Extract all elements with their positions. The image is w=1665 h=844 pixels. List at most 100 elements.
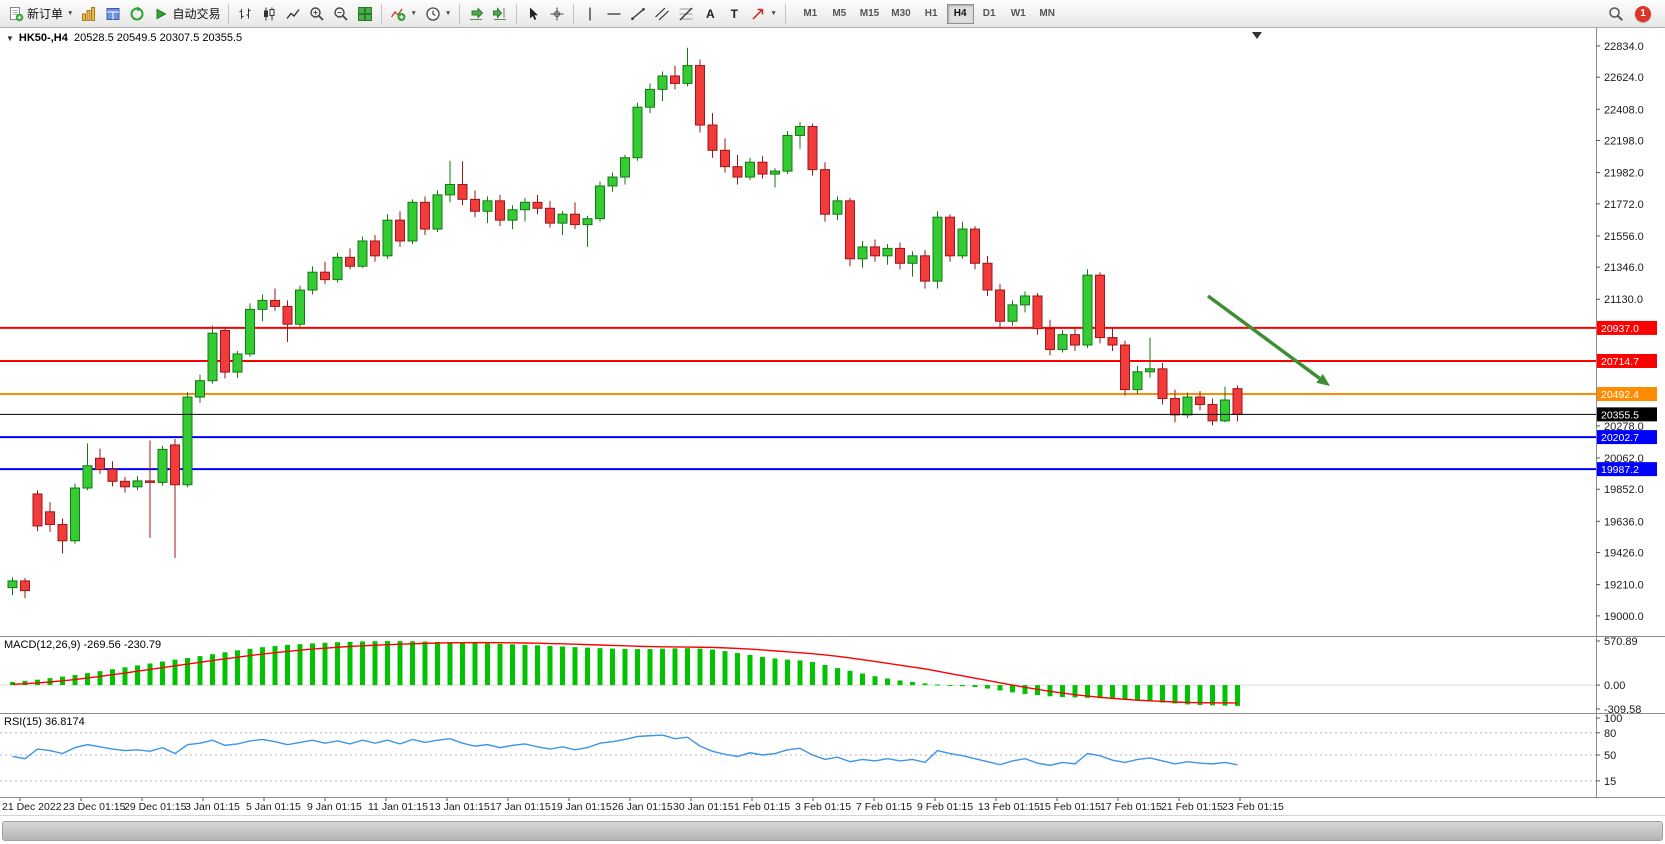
timeframe-m5-button[interactable]: M5 [832, 8, 847, 19]
candle-body [107, 468, 118, 482]
candlestick-type-button[interactable] [257, 2, 281, 26]
chart-profiles-button[interactable] [101, 2, 125, 26]
macd-histogram-bar [772, 658, 778, 686]
macd-histogram-bar [247, 648, 253, 686]
autotrade-button[interactable]: 自动交易 [149, 2, 224, 26]
horizontal-line-tool-button[interactable] [602, 2, 626, 26]
macd-histogram-bar [197, 656, 203, 686]
candle-body [1232, 388, 1243, 415]
zoom-in-button[interactable] [305, 2, 329, 26]
one-click-trading-arrow-icon[interactable]: ▼ [6, 34, 14, 43]
price-level-flag [1597, 407, 1657, 422]
candle-body [845, 200, 855, 260]
vertical-line-tool-button[interactable] [578, 2, 602, 26]
time-axis-label: 13 Feb 01:15 [978, 801, 1040, 813]
line-chart-type-button[interactable] [281, 2, 305, 26]
macd-histogram-bar [897, 680, 903, 686]
macd-histogram-bar [785, 659, 790, 686]
candle-body [857, 246, 868, 260]
rsi-name: RSI(15) [4, 716, 42, 728]
trend-arrow-line[interactable] [1206, 294, 1321, 380]
candle-body [120, 480, 130, 488]
candle-body [232, 353, 243, 373]
candle-body [1107, 337, 1118, 346]
cursor-icon [530, 7, 539, 20]
autoscroll-button[interactable] [464, 2, 488, 26]
timeframe-mn-button[interactable]: MN [1039, 8, 1055, 19]
trendline-tool-button[interactable] [626, 2, 650, 26]
toolbar-separator [784, 3, 786, 24]
time-axis-label: 9 Feb 01:15 [917, 801, 973, 813]
candle-body [532, 201, 543, 209]
new-order-icon [10, 6, 24, 21]
rsi-indicator-label: RSI(15) 36.8174 [4, 716, 85, 728]
macd-histogram-bar [1185, 685, 1190, 705]
macd-histogram-bar [1235, 685, 1240, 706]
label-tool-button[interactable]: T [722, 2, 746, 26]
chart-shift-button[interactable] [488, 2, 512, 26]
macd-histogram-bar [385, 641, 390, 686]
macd-histogram-bar [147, 663, 153, 686]
macd-histogram-bar [110, 669, 115, 686]
macd-histogram-bar [835, 668, 840, 686]
notification-badge[interactable]: 1 [1635, 5, 1651, 22]
candle-body [745, 161, 755, 178]
macd-histogram-bar [1172, 685, 1178, 704]
refresh-icon [130, 6, 144, 20]
crosshair-tool-button[interactable] [545, 2, 569, 26]
toolbar-separator [381, 3, 383, 24]
timeframe-m30-button[interactable]: M30 [891, 8, 911, 19]
indicators-button[interactable]: ▼ [386, 2, 420, 26]
channel-tool-button[interactable] [650, 2, 674, 26]
macd-histogram-bar [435, 641, 440, 686]
time-axis-label: 11 Jan 01:15 [368, 801, 428, 813]
macd-histogram-bar [747, 654, 753, 686]
candle-body [645, 88, 655, 108]
macd-histogram-bar [872, 676, 878, 686]
timeframe-m15-button[interactable]: M15 [859, 8, 880, 19]
bar-chart-type-button[interactable] [233, 2, 257, 26]
price-level-flag-label: 20202.7 [1601, 432, 1639, 444]
text-tool-button[interactable]: A [698, 2, 722, 26]
timeframe-m1-button[interactable]: M1 [803, 8, 818, 19]
arrows-tool-button[interactable]: ▼ [746, 2, 780, 26]
timeframe-h4-button[interactable]: H4 [946, 3, 974, 24]
macd-histogram-bar [460, 642, 465, 686]
candle-body [932, 216, 943, 282]
candle-body [357, 240, 368, 267]
time-axis-label: 26 Jan 01:15 [612, 801, 673, 813]
macd-histogram-bar [1122, 685, 1128, 700]
zoom-out-button[interactable] [329, 2, 353, 26]
chart-canvas[interactable] [0, 28, 1665, 816]
period-menu-button[interactable]: ▼ [421, 2, 455, 26]
rsi-axis-label: 15 [1604, 776, 1616, 788]
timeframe-w1-button[interactable]: W1 [1010, 8, 1026, 19]
macd-histogram-bar [497, 643, 503, 686]
crosshair-icon [550, 7, 564, 20]
price-axis-label: 19636.0 [1604, 516, 1644, 528]
timeframe-d1-button[interactable]: D1 [982, 8, 996, 19]
macd-histogram-bar [797, 660, 803, 686]
search-button[interactable] [1604, 2, 1628, 26]
macd-histogram-bar [97, 671, 103, 686]
rsi-axis-label: 80 [1604, 728, 1616, 740]
time-axis-label: 21 Feb 01:15 [1161, 801, 1223, 813]
candle-body [520, 201, 530, 211]
new-chart-button[interactable] [77, 2, 101, 26]
candle-body [595, 185, 605, 220]
macd-histogram-bar [585, 647, 590, 686]
candle-body [420, 201, 430, 230]
timeframe-h1-button[interactable]: H1 [924, 8, 938, 19]
tile-windows-button[interactable] [353, 2, 377, 26]
chart-shift-marker[interactable] [1252, 32, 1262, 39]
macd-histogram-bar [535, 645, 540, 686]
candle-body [832, 200, 843, 215]
fibonacci-tool-button[interactable] [674, 2, 698, 26]
line-chart-icon [286, 8, 301, 19]
macd-histogram-bar [722, 651, 728, 686]
symbol-name: HK50-,H4 [18, 32, 68, 44]
macd-histogram-bar [85, 673, 90, 686]
cursor-tool-button[interactable] [521, 2, 545, 26]
new-order-button[interactable]: 新订单 ▼ [4, 2, 77, 26]
refresh-button[interactable] [125, 2, 149, 26]
